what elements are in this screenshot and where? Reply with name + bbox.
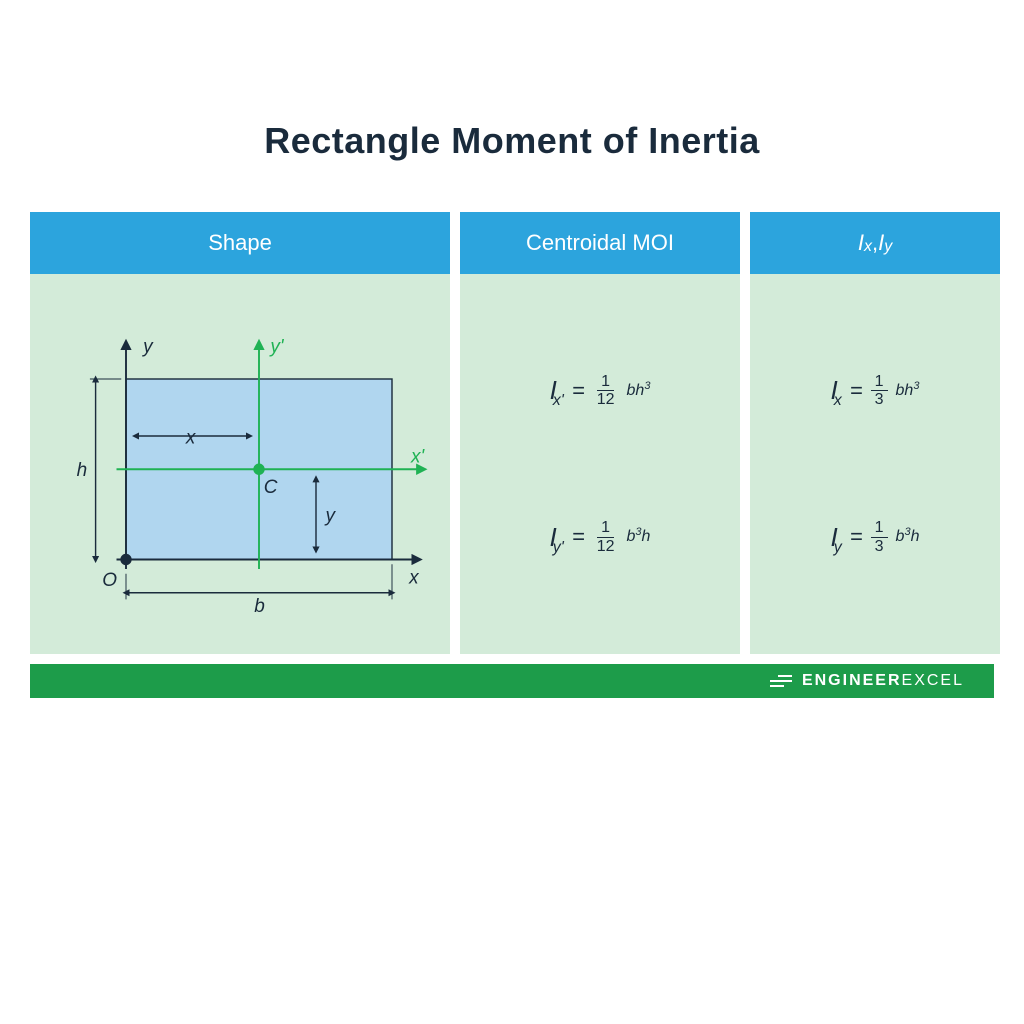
origin-label: O — [102, 570, 117, 591]
b-label: b — [254, 596, 265, 617]
header-ixy: Ix , Iy — [750, 212, 1000, 274]
footer-bar: ENGINEEREXCEL — [30, 664, 994, 698]
infographic-container: Rectangle Moment of Inertia Shape — [20, 120, 1004, 698]
yprime-axis-label: y' — [268, 336, 285, 357]
page-title: Rectangle Moment of Inertia — [20, 120, 1004, 162]
rectangle-diagram: y x y' x' C O — [50, 314, 430, 634]
formula-ix-prime: Ix' = 112 bh3 — [550, 373, 651, 409]
header-centroidal: Centroidal MOI — [460, 212, 740, 274]
xprime-axis-label: x' — [410, 447, 426, 468]
x-axis-label: x — [408, 567, 420, 588]
shape-cell: y x y' x' C O — [30, 274, 450, 654]
centroid-label: C — [264, 477, 278, 498]
y-dim-label: y — [324, 506, 337, 527]
formula-ix: Ix = 13 bh3 — [831, 373, 920, 409]
column-shape: Shape — [30, 212, 450, 654]
footer-brand: ENGINEEREXCEL — [802, 672, 964, 690]
column-centroidal: Centroidal MOI Ix' = 112 bh3 Iy' = 112 b… — [460, 212, 740, 654]
ixy-cell: Ix = 13 bh3 Iy = 13 b3h — [750, 274, 1000, 654]
footer-logo: ENGINEEREXCEL — [770, 672, 964, 690]
centroidal-cell: Ix' = 112 bh3 Iy' = 112 b3h — [460, 274, 740, 654]
column-ixy: Ix , Iy Ix = 13 bh3 Iy = 13 b3h — [750, 212, 1000, 654]
moi-table: Shape — [20, 212, 1004, 654]
centroid-point — [253, 464, 264, 475]
y-axis-label: y — [141, 336, 154, 357]
origin-point — [120, 554, 131, 565]
h-label: h — [77, 460, 88, 481]
formula-iy: Iy = 13 b3h — [831, 519, 920, 555]
formula-iy-prime: Iy' = 112 b3h — [550, 519, 651, 555]
footer-lines-icon — [770, 675, 792, 687]
x-dim-label: x — [185, 428, 197, 449]
header-shape: Shape — [30, 212, 450, 274]
